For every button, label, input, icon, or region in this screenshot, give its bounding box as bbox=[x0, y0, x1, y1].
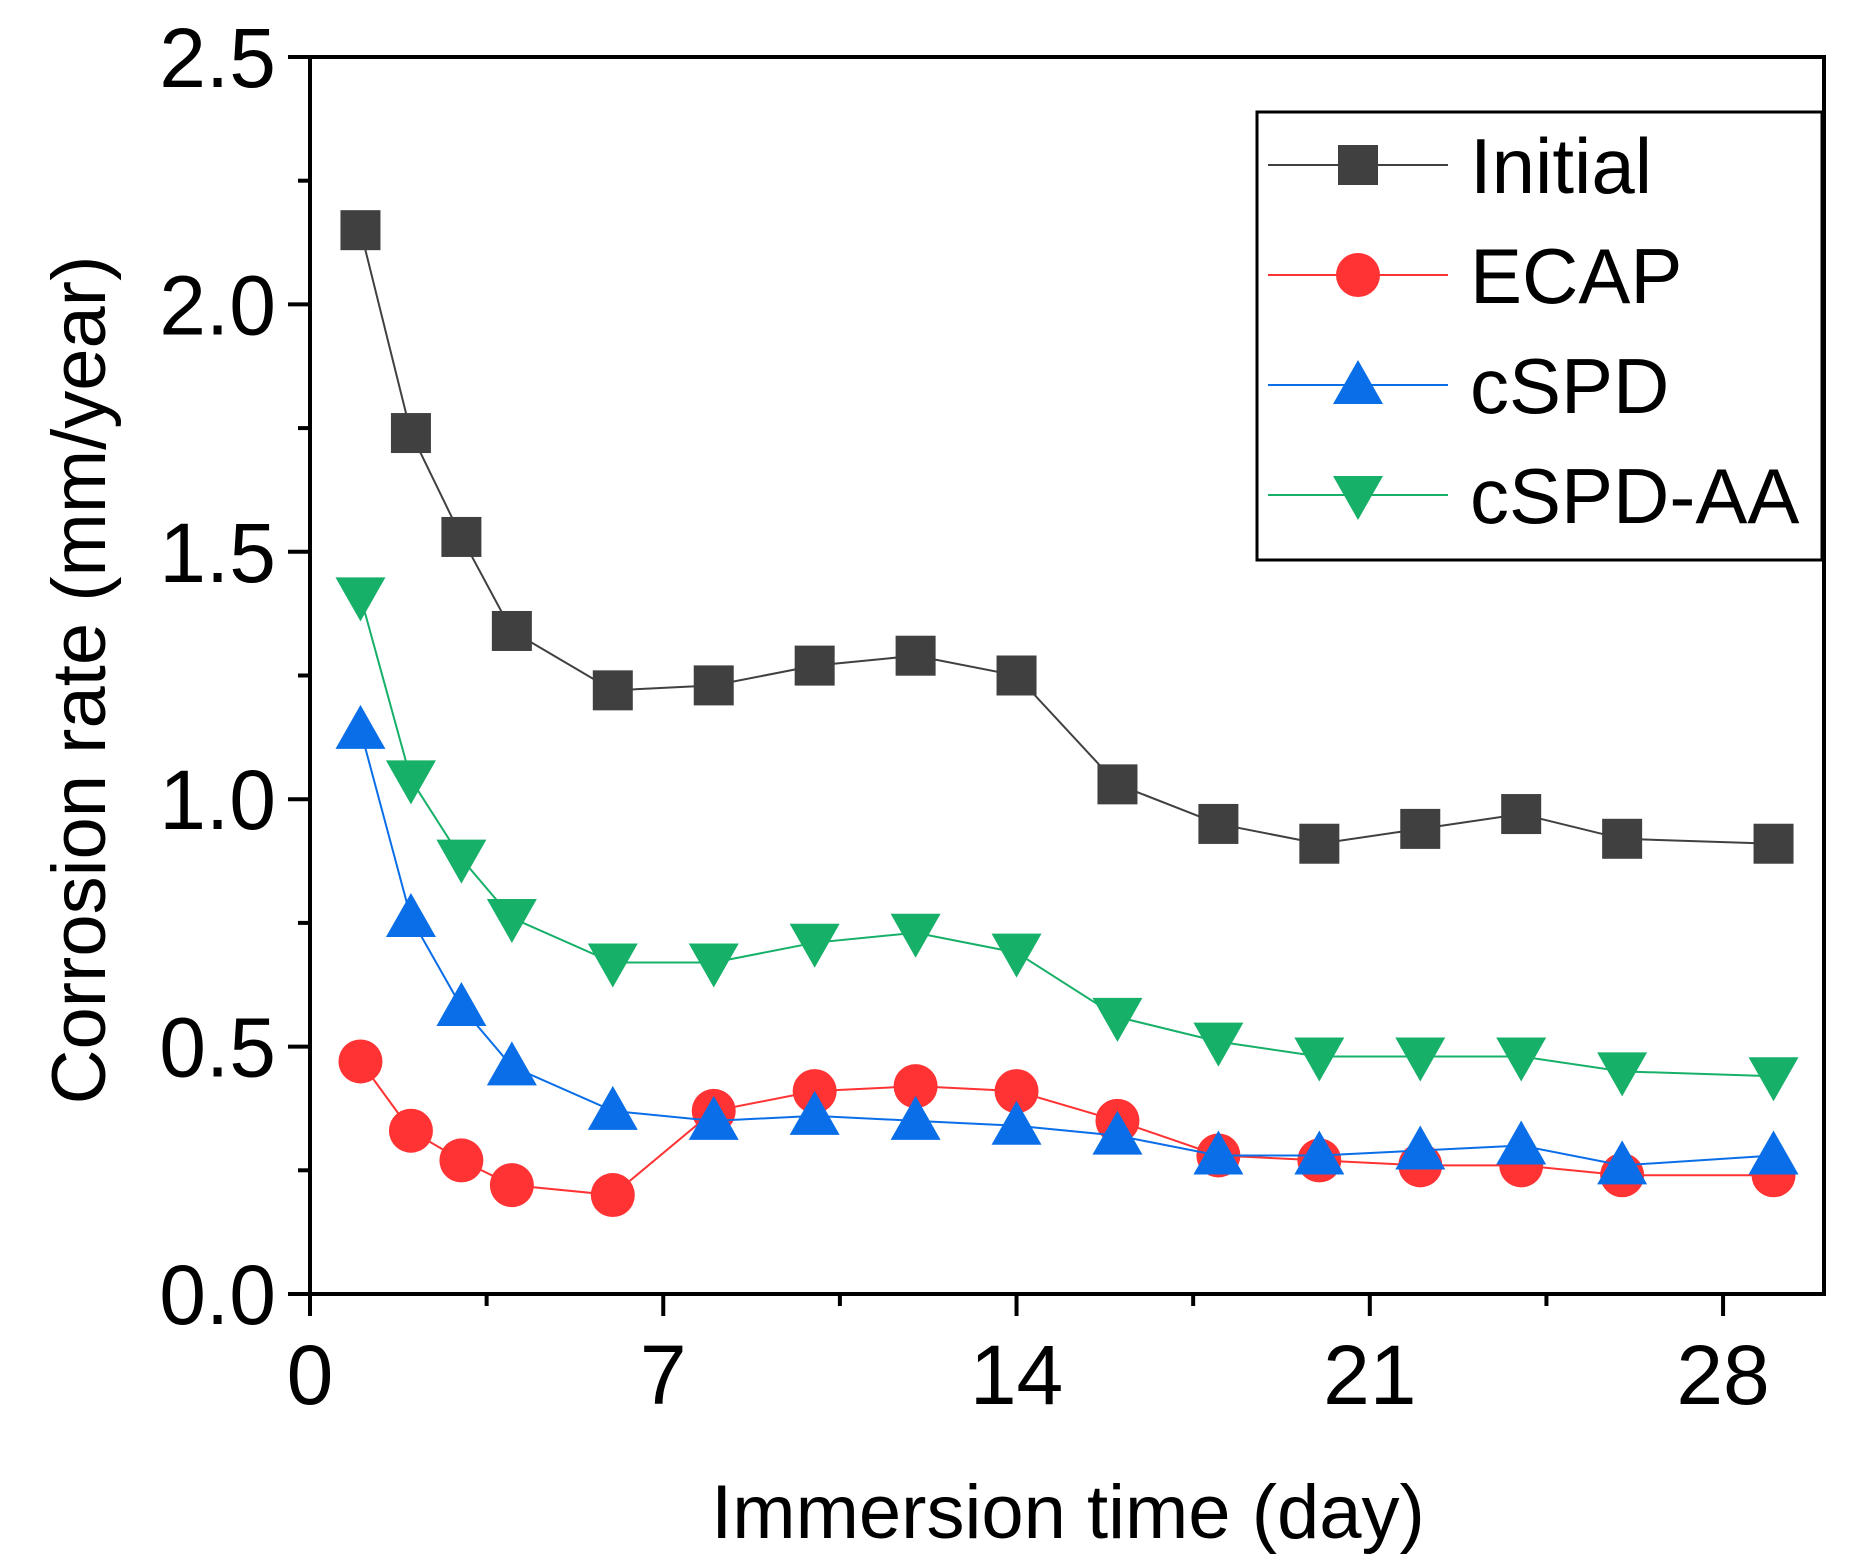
data-point-initial bbox=[340, 210, 381, 251]
data-point-ecap bbox=[388, 1108, 433, 1153]
series-line-cspd bbox=[359, 729, 1774, 1167]
x-axis-title: Immersion time (day) bbox=[711, 1470, 1425, 1555]
series-line-cspd-aa bbox=[359, 596, 1774, 1078]
data-point-initial bbox=[1753, 823, 1794, 864]
series-ecap bbox=[338, 1039, 1796, 1218]
x-tick-label: 14 bbox=[970, 1328, 1063, 1422]
data-point-cspd-aa bbox=[1395, 1037, 1446, 1082]
data-point-cspd bbox=[587, 1085, 638, 1130]
data-point-initial bbox=[1501, 794, 1542, 835]
data-point-cspd-aa bbox=[1294, 1037, 1345, 1082]
legend-marker-cspd bbox=[1333, 360, 1383, 404]
x-tick-label: 0 bbox=[287, 1328, 334, 1422]
data-point-ecap bbox=[994, 1069, 1039, 1114]
data-point-cspd-aa bbox=[436, 839, 487, 884]
series-line-ecap bbox=[359, 1060, 1774, 1197]
series-cspd bbox=[335, 704, 1799, 1185]
data-point-cspd-aa bbox=[1496, 1037, 1547, 1082]
legend-label-ecap: ECAP bbox=[1470, 232, 1682, 320]
y-axis: 0.0 0.5 1.0 1.5 2.0 2.5 bbox=[159, 11, 310, 1342]
y-tick-label: 0.0 bbox=[159, 1248, 276, 1342]
data-point-initial bbox=[592, 670, 633, 711]
y-tick-label: 2.0 bbox=[159, 258, 276, 352]
data-point-initial bbox=[794, 645, 835, 686]
data-point-initial bbox=[1097, 764, 1138, 805]
x-tick-label: 28 bbox=[1676, 1328, 1769, 1422]
data-point-cspd bbox=[991, 1100, 1042, 1145]
data-point-cspd bbox=[1748, 1130, 1799, 1175]
data-point-initial bbox=[895, 635, 936, 676]
data-point-initial bbox=[996, 655, 1037, 696]
data-point-initial bbox=[491, 610, 532, 651]
data-point-ecap bbox=[489, 1163, 534, 1208]
legend: Initial ECAP cSPD cSPD-AA bbox=[1255, 110, 1824, 562]
data-point-cspd-aa bbox=[587, 943, 638, 988]
data-point-initial bbox=[1602, 818, 1643, 859]
legend-marker-ecap bbox=[1336, 253, 1380, 297]
data-point-cspd bbox=[1092, 1110, 1143, 1155]
data-point-initial bbox=[1299, 823, 1340, 864]
series-initial bbox=[340, 210, 1794, 864]
series-line-initial bbox=[359, 229, 1774, 845]
data-point-initial bbox=[441, 516, 482, 557]
data-point-cspd-aa bbox=[385, 760, 436, 805]
data-point-cspd-aa bbox=[486, 898, 537, 943]
data-point-cspd-aa bbox=[1092, 997, 1143, 1042]
data-point-cspd bbox=[688, 1095, 739, 1140]
data-point-cspd bbox=[1496, 1120, 1547, 1165]
data-point-cspd-aa bbox=[1193, 1022, 1244, 1067]
data-point-cspd bbox=[890, 1095, 941, 1140]
data-point-cspd-aa bbox=[890, 913, 941, 958]
data-point-cspd-aa bbox=[335, 577, 386, 622]
data-point-cspd bbox=[1294, 1130, 1345, 1175]
data-point-cspd bbox=[1395, 1125, 1446, 1170]
series-layer bbox=[335, 210, 1799, 1218]
data-point-initial bbox=[693, 665, 734, 706]
data-point-cspd bbox=[789, 1090, 840, 1135]
data-point-ecap bbox=[439, 1138, 484, 1183]
data-point-cspd bbox=[436, 982, 487, 1027]
legend-label-cspd-aa: cSPD-AA bbox=[1470, 452, 1799, 540]
data-point-initial bbox=[390, 413, 431, 454]
series-cspd-aa bbox=[335, 577, 1799, 1102]
y-axis-title: Corrosion rate (mm/year) bbox=[37, 256, 122, 1105]
data-point-cspd-aa bbox=[1597, 1052, 1648, 1097]
data-point-cspd bbox=[1193, 1130, 1244, 1175]
data-point-cspd-aa bbox=[789, 923, 840, 968]
data-point-ecap bbox=[338, 1039, 383, 1084]
y-tick-label: 2.5 bbox=[159, 11, 276, 105]
x-axis: 0 7 14 21 28 bbox=[287, 1294, 1770, 1422]
data-point-cspd bbox=[486, 1041, 537, 1086]
legend-marker-cspd-aa bbox=[1333, 476, 1383, 520]
y-tick-label: 0.5 bbox=[159, 1001, 276, 1095]
y-tick-label: 1.5 bbox=[159, 506, 276, 600]
data-point-cspd-aa bbox=[991, 933, 1042, 978]
data-point-cspd bbox=[385, 892, 436, 937]
data-point-initial bbox=[1400, 808, 1441, 849]
data-point-cspd-aa bbox=[688, 943, 739, 988]
data-point-cspd bbox=[335, 704, 386, 749]
legend-label-initial: Initial bbox=[1470, 122, 1652, 210]
x-tick-label: 21 bbox=[1323, 1328, 1416, 1422]
data-point-initial bbox=[1198, 803, 1239, 844]
legend-marker-initial bbox=[1338, 145, 1378, 185]
x-tick-label: 7 bbox=[640, 1328, 687, 1422]
data-point-ecap bbox=[893, 1064, 938, 1109]
y-tick-label: 1.0 bbox=[159, 753, 276, 847]
data-point-cspd bbox=[1597, 1140, 1648, 1185]
legend-label-cspd: cSPD bbox=[1470, 342, 1669, 430]
data-point-ecap bbox=[590, 1173, 635, 1218]
data-point-cspd-aa bbox=[1748, 1057, 1799, 1102]
